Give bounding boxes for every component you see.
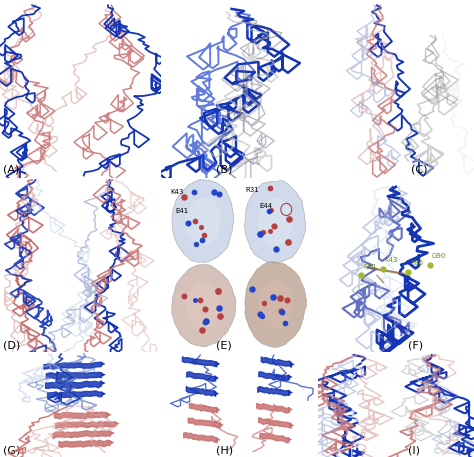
Text: Y86: Y86 — [410, 260, 423, 266]
Text: (F): (F) — [408, 340, 423, 350]
Text: (I): (I) — [408, 446, 420, 456]
Polygon shape — [185, 282, 222, 329]
Polygon shape — [172, 180, 234, 263]
Polygon shape — [185, 197, 220, 245]
Text: E41: E41 — [175, 208, 189, 214]
Text: E44: E44 — [260, 203, 273, 209]
Polygon shape — [172, 265, 236, 347]
Text: G90: G90 — [432, 253, 446, 259]
Text: R31: R31 — [246, 187, 259, 193]
Text: (A): (A) — [3, 165, 19, 175]
Text: (G): (G) — [3, 446, 20, 456]
Polygon shape — [258, 198, 292, 246]
Polygon shape — [245, 181, 306, 264]
Text: (D): (D) — [3, 340, 20, 350]
Text: (H): (H) — [216, 446, 233, 456]
Polygon shape — [258, 280, 293, 329]
Text: (B): (B) — [216, 165, 232, 175]
Text: K43: K43 — [385, 256, 398, 263]
Polygon shape — [245, 261, 307, 347]
Text: (E): (E) — [216, 340, 232, 350]
Text: F54: F54 — [363, 264, 376, 270]
Text: (C): (C) — [411, 165, 428, 175]
Text: K43: K43 — [171, 189, 184, 195]
